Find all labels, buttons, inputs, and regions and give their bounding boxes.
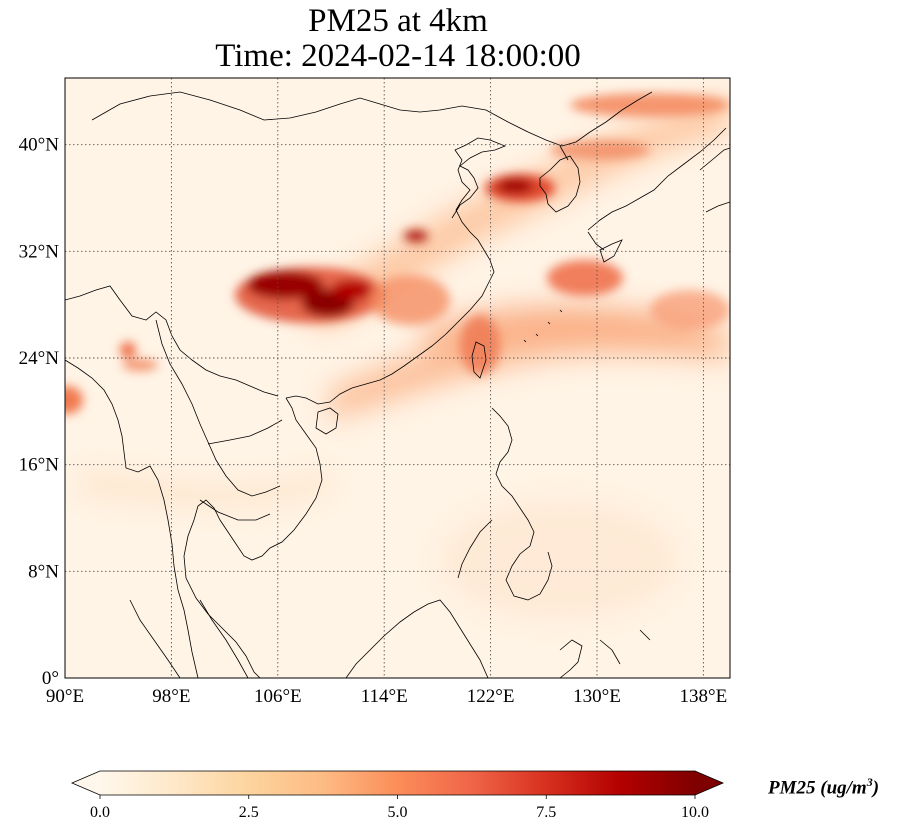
colorbar-label: PM25 (ug/m3) xyxy=(768,775,880,799)
lon-tick-label: 106°E xyxy=(254,686,302,707)
japan-coast-east xyxy=(699,147,730,213)
philippines-coast xyxy=(457,407,553,601)
colorbar: 0.0 2.5 5.0 7.5 10.0 xyxy=(70,770,725,821)
lat-tick-label: 16°N xyxy=(19,455,60,476)
latitude-tick-labels: 0° 8°N 16°N 24°N 32°N 40°N xyxy=(19,135,60,689)
lon-tick-label: 114°E xyxy=(361,686,408,707)
title-line-1: PM25 at 4km xyxy=(308,3,488,39)
taiwan-coast xyxy=(471,341,487,379)
lon-tick-label: 90°E xyxy=(46,686,84,707)
lat-tick-label: 40°N xyxy=(19,135,60,156)
map-title: PM25 at 4km Time: 2024-02-14 18:00:00 xyxy=(0,4,796,74)
map-frame xyxy=(64,77,731,679)
indochina-coast xyxy=(183,397,323,678)
malay-coast xyxy=(129,599,249,678)
sulawesi-coast xyxy=(559,629,651,678)
ryukyu-islands xyxy=(523,309,563,343)
land-borders xyxy=(65,91,653,521)
lat-tick-label: 8°N xyxy=(28,561,59,582)
borneo-coast xyxy=(345,599,489,678)
colorbar-ticks: 0.0 2.5 5.0 7.5 10.0 xyxy=(90,795,709,821)
lat-tick-label: 32°N xyxy=(19,241,60,262)
colorbar-high-extend xyxy=(695,771,723,795)
lat-tick-label: 24°N xyxy=(19,348,60,369)
japan-coast xyxy=(587,127,727,263)
colorbar-tick-label: 0.0 xyxy=(90,804,110,821)
gridlines xyxy=(65,78,730,678)
colorbar-body xyxy=(100,771,695,795)
coastlines xyxy=(65,91,730,678)
myanmar-coast xyxy=(65,359,199,678)
china-coast xyxy=(285,137,507,405)
lat-tick-label: 0° xyxy=(42,668,59,689)
longitude-tick-labels: 90°E 98°E 106°E 114°E 122°E 130°E 138°E xyxy=(46,686,727,707)
colorbar-tick-label: 7.5 xyxy=(536,804,556,821)
colorbar-tick-label: 2.5 xyxy=(239,804,259,821)
colorbar-low-extend xyxy=(72,771,100,795)
lon-tick-label: 122°E xyxy=(467,686,515,707)
hainan-coast xyxy=(315,407,339,435)
lon-tick-label: 98°E xyxy=(152,686,190,707)
korea-coast xyxy=(539,155,581,213)
concentration-field xyxy=(65,93,730,620)
lon-tick-label: 138°E xyxy=(680,686,728,707)
colorbar-tick-label: 5.0 xyxy=(388,804,408,821)
colorbar-tick-label: 10.0 xyxy=(681,804,709,821)
lon-tick-label: 130°E xyxy=(573,686,621,707)
title-line-2: Time: 2024-02-14 18:00:00 xyxy=(215,38,581,74)
